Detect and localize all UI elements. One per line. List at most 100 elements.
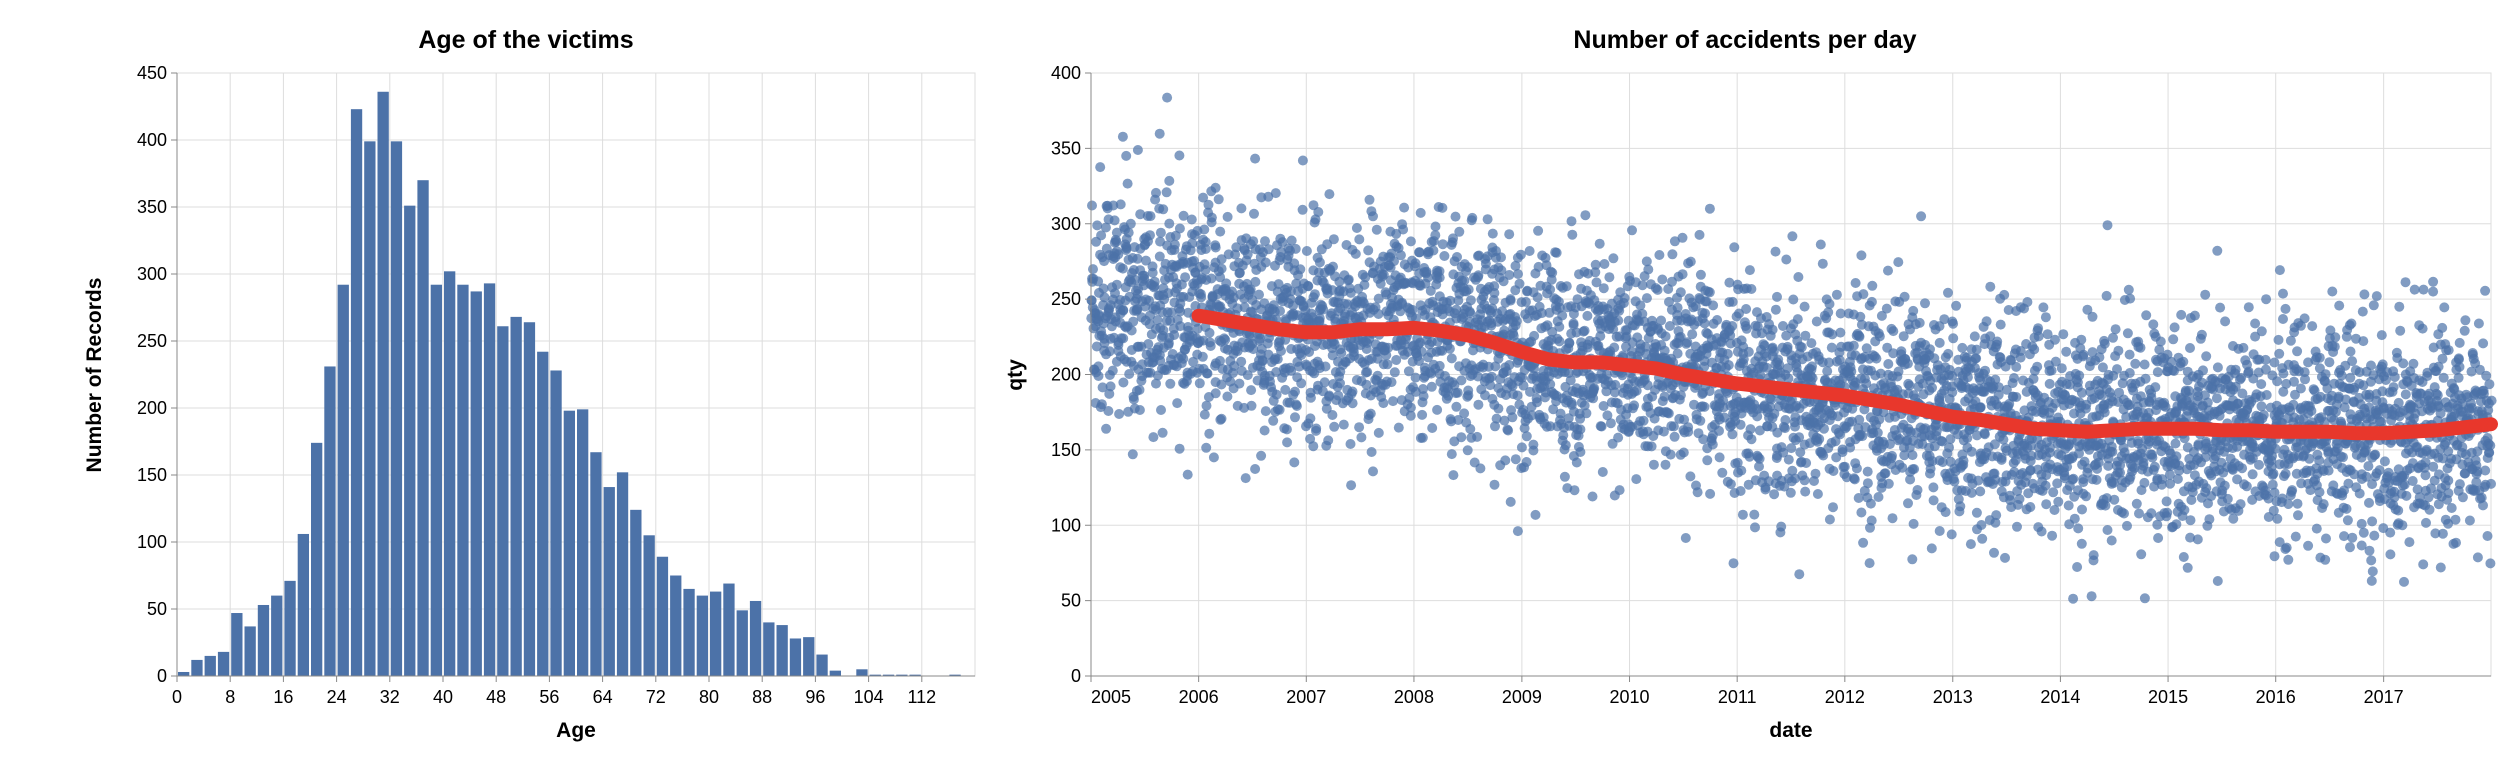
scatter-point [1335, 378, 1345, 389]
scatter-point [2109, 494, 2120, 505]
scatter-point [2424, 504, 2435, 515]
scatter-point [1551, 247, 1562, 258]
scatter-point [1769, 408, 1780, 419]
scatter-point [1631, 385, 1642, 396]
scatter-point [1451, 401, 1462, 412]
scatter-point [1454, 226, 1465, 237]
scatter-point [1459, 408, 1470, 419]
scatter-point [1746, 284, 1757, 294]
scatter-point [2347, 532, 2358, 543]
scatter-point [1302, 280, 1313, 291]
scatter-point [1533, 225, 1544, 236]
scatter-point [1849, 474, 1860, 485]
scatter-point [2482, 531, 2493, 541]
scatter-point [1735, 419, 1746, 430]
scatter-point [1141, 255, 1151, 266]
scatter-point [1884, 439, 1895, 450]
scatter-point [1354, 234, 1365, 245]
scatter-point [1154, 251, 1165, 262]
scatter-point [1175, 321, 1186, 332]
scatter-point [1873, 492, 1884, 502]
scatter-point [1898, 331, 1909, 342]
scatter-point [1395, 250, 1406, 261]
scatter-point [1260, 236, 1270, 247]
scatter-point [1480, 390, 1490, 401]
scatter-point [2342, 515, 2353, 526]
scatter-point [2363, 461, 2374, 472]
scatter-point [2256, 401, 2267, 412]
scatter-point [1946, 529, 1957, 540]
scatter-point [1667, 249, 1678, 260]
scatter-point [2377, 359, 2388, 370]
scatter-point [2327, 286, 2338, 297]
scatter-point [1286, 365, 1297, 376]
histogram-y-tick-label: 300 [137, 264, 167, 284]
scatter-point [1736, 465, 1747, 476]
scatter-point [1680, 533, 1691, 543]
scatter-title: Number of accidents per day [1573, 26, 1916, 54]
scatter-point [1579, 325, 1590, 336]
scatter-point [2053, 496, 2064, 507]
scatter-point [2280, 468, 2291, 479]
scatter-point [2036, 526, 2047, 537]
scatter-point [1125, 218, 1136, 229]
scatter-point [1175, 306, 1186, 317]
scatter-point [2176, 309, 2187, 320]
scatter-point [1754, 461, 1764, 472]
scatter-point [2304, 453, 2315, 464]
scatter-point [2076, 334, 2087, 345]
scatter-points [1086, 92, 2497, 604]
scatter-point [1768, 346, 1779, 357]
scatter-point [2346, 318, 2357, 329]
scatter-point [1216, 413, 1227, 424]
scatter-point [1216, 379, 1227, 390]
scatter-point [1338, 419, 1349, 430]
scatter-point [1103, 406, 1114, 416]
scatter-point [1856, 507, 1867, 518]
scatter-point [2038, 302, 2049, 313]
scatter-point [2426, 483, 2436, 494]
scatter-point [1893, 366, 1904, 377]
scatter-point [1275, 306, 1285, 316]
scatter-point [1314, 257, 1325, 268]
scatter-point [1714, 452, 1725, 463]
scatter-point [1779, 481, 1790, 492]
scatter-point [2323, 465, 2334, 476]
scatter-point [1356, 432, 1367, 443]
scatter-point [1201, 400, 1212, 411]
scatter-point [1437, 202, 1448, 213]
scatter-point [2025, 502, 2036, 512]
scatter-point [1165, 315, 1176, 326]
scatter-point [2122, 520, 2132, 531]
scatter-point [1828, 466, 1839, 476]
scatter-point [1382, 359, 1393, 370]
scatter-point [2454, 479, 2465, 490]
scatter-point [1707, 439, 1718, 450]
scatter-point [1795, 447, 1806, 458]
scatter-point [1290, 386, 1300, 397]
scatter-point [2433, 499, 2444, 510]
scatter-point [2287, 485, 2298, 496]
scatter-point [2103, 460, 2114, 471]
scatter-point [1305, 392, 1316, 403]
scatter-point [1648, 459, 1659, 470]
scatter-point [2371, 291, 2382, 302]
scatter-point [2366, 360, 2376, 371]
scatter-point [1907, 450, 1918, 461]
scatter-point [2042, 329, 2053, 340]
scatter-point [2293, 510, 2303, 521]
scatter-point [1954, 506, 1965, 517]
scatter-point [2243, 302, 2254, 313]
scatter-point [2393, 397, 2404, 408]
scatter-point [1658, 426, 1669, 437]
scatter-point [1434, 272, 1445, 283]
scatter-point [1319, 377, 1330, 388]
scatter-point [1659, 345, 1670, 356]
scatter-point [1170, 230, 1181, 241]
scatter-point [1588, 385, 1599, 396]
scatter-point [2358, 336, 2369, 347]
scatter-point [2169, 322, 2180, 333]
scatter-point [1443, 390, 1454, 401]
scatter-point [1199, 259, 1210, 270]
